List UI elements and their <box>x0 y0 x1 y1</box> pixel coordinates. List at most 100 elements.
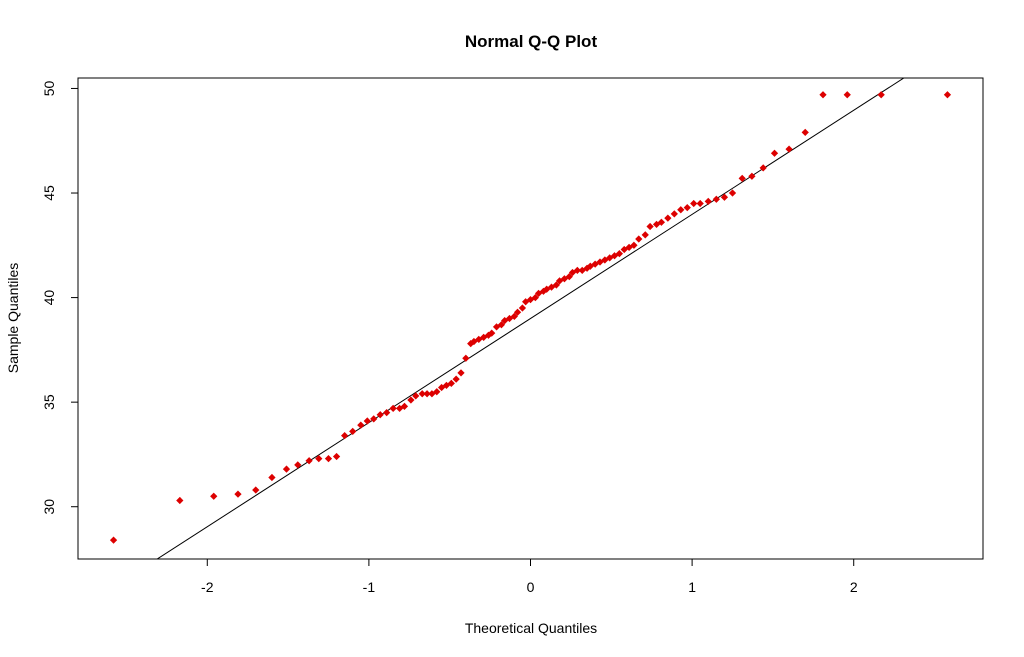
data-point <box>457 369 465 377</box>
data-point <box>560 275 569 283</box>
data-point <box>510 312 518 321</box>
data-point <box>664 214 672 222</box>
data-point <box>657 218 666 226</box>
data-point <box>712 195 720 203</box>
data-point <box>785 145 793 153</box>
data-point <box>234 490 242 498</box>
data-point <box>492 323 501 331</box>
data-point <box>877 91 885 99</box>
data-point <box>370 415 378 423</box>
data-point <box>943 91 952 99</box>
data-point <box>505 314 514 323</box>
data-point <box>497 321 506 329</box>
data-point <box>646 222 654 231</box>
data-point <box>294 461 302 469</box>
data-point <box>252 486 260 494</box>
y-axis: 30 35 40 45 50 <box>41 80 78 515</box>
data-point <box>690 199 698 208</box>
data-point <box>606 254 614 262</box>
data-point <box>526 296 535 304</box>
data-point <box>728 189 737 197</box>
x-tick-label: 0 <box>527 579 535 595</box>
data-point <box>531 293 539 302</box>
data-point <box>363 417 371 425</box>
data-point <box>801 128 809 136</box>
data-point <box>652 220 661 229</box>
data-point <box>452 375 460 383</box>
data-point <box>565 273 573 281</box>
data-point <box>210 492 218 500</box>
data-point <box>389 404 397 413</box>
data-point <box>357 421 365 429</box>
data-point <box>470 337 478 346</box>
data-point <box>601 256 609 264</box>
y-tick-label: 45 <box>41 185 57 201</box>
data-point <box>395 404 404 413</box>
data-point <box>596 258 604 266</box>
data-point <box>475 335 483 344</box>
data-point <box>591 260 599 268</box>
chart-title: Normal Q-Q Plot <box>465 32 598 51</box>
reference-line <box>156 78 905 559</box>
data-point <box>341 431 349 440</box>
data-point <box>543 285 551 293</box>
data-point <box>407 396 415 404</box>
data-point <box>610 252 619 260</box>
x-axis: -2 -1 0 1 2 <box>201 559 858 595</box>
x-tick-label: 1 <box>688 579 696 595</box>
data-point <box>620 245 628 254</box>
data-point <box>578 266 586 275</box>
data-point <box>696 199 704 208</box>
data-point <box>586 262 594 270</box>
data-point <box>305 457 313 465</box>
data-point <box>418 390 426 398</box>
data-point <box>442 381 451 390</box>
data-point <box>428 390 436 398</box>
data-point <box>819 91 827 99</box>
data-point <box>573 266 581 275</box>
y-tick-label: 40 <box>41 290 57 306</box>
data-point <box>534 289 543 298</box>
data-point <box>437 383 446 392</box>
data-point <box>176 496 184 505</box>
data-point <box>383 408 391 417</box>
data-point <box>704 197 712 206</box>
data-point <box>268 473 276 482</box>
data-point <box>615 250 624 258</box>
data-point <box>423 390 431 398</box>
data-point <box>843 91 851 99</box>
data-point <box>480 333 488 341</box>
data-point <box>447 379 455 387</box>
y-tick-label: 30 <box>41 499 57 515</box>
x-tick-label: -1 <box>363 579 376 595</box>
y-axis-title: Sample Quantiles <box>5 263 21 374</box>
data-point <box>376 411 384 419</box>
data-point <box>488 329 496 337</box>
data-point <box>770 149 779 157</box>
y-tick-label: 50 <box>41 80 57 96</box>
data-point <box>349 427 357 436</box>
data-point <box>720 193 729 201</box>
data-point <box>109 536 118 544</box>
data-point <box>552 281 560 289</box>
data-point <box>630 241 638 249</box>
data-point <box>641 231 649 239</box>
data-point <box>683 204 691 212</box>
data-point <box>501 316 509 325</box>
data-point <box>759 164 767 172</box>
data-point <box>738 174 746 183</box>
x-tick-label: -2 <box>201 579 214 595</box>
data-point <box>555 277 564 285</box>
x-tick-label: 2 <box>850 579 858 595</box>
data-point <box>412 392 420 400</box>
data-point <box>400 402 409 410</box>
data-point <box>462 354 470 362</box>
data-point <box>315 454 323 463</box>
data-point <box>748 172 756 180</box>
data-point <box>513 308 522 316</box>
data-points <box>109 91 952 544</box>
data-point <box>522 298 530 306</box>
data-point <box>324 454 333 463</box>
data-point <box>568 268 577 277</box>
